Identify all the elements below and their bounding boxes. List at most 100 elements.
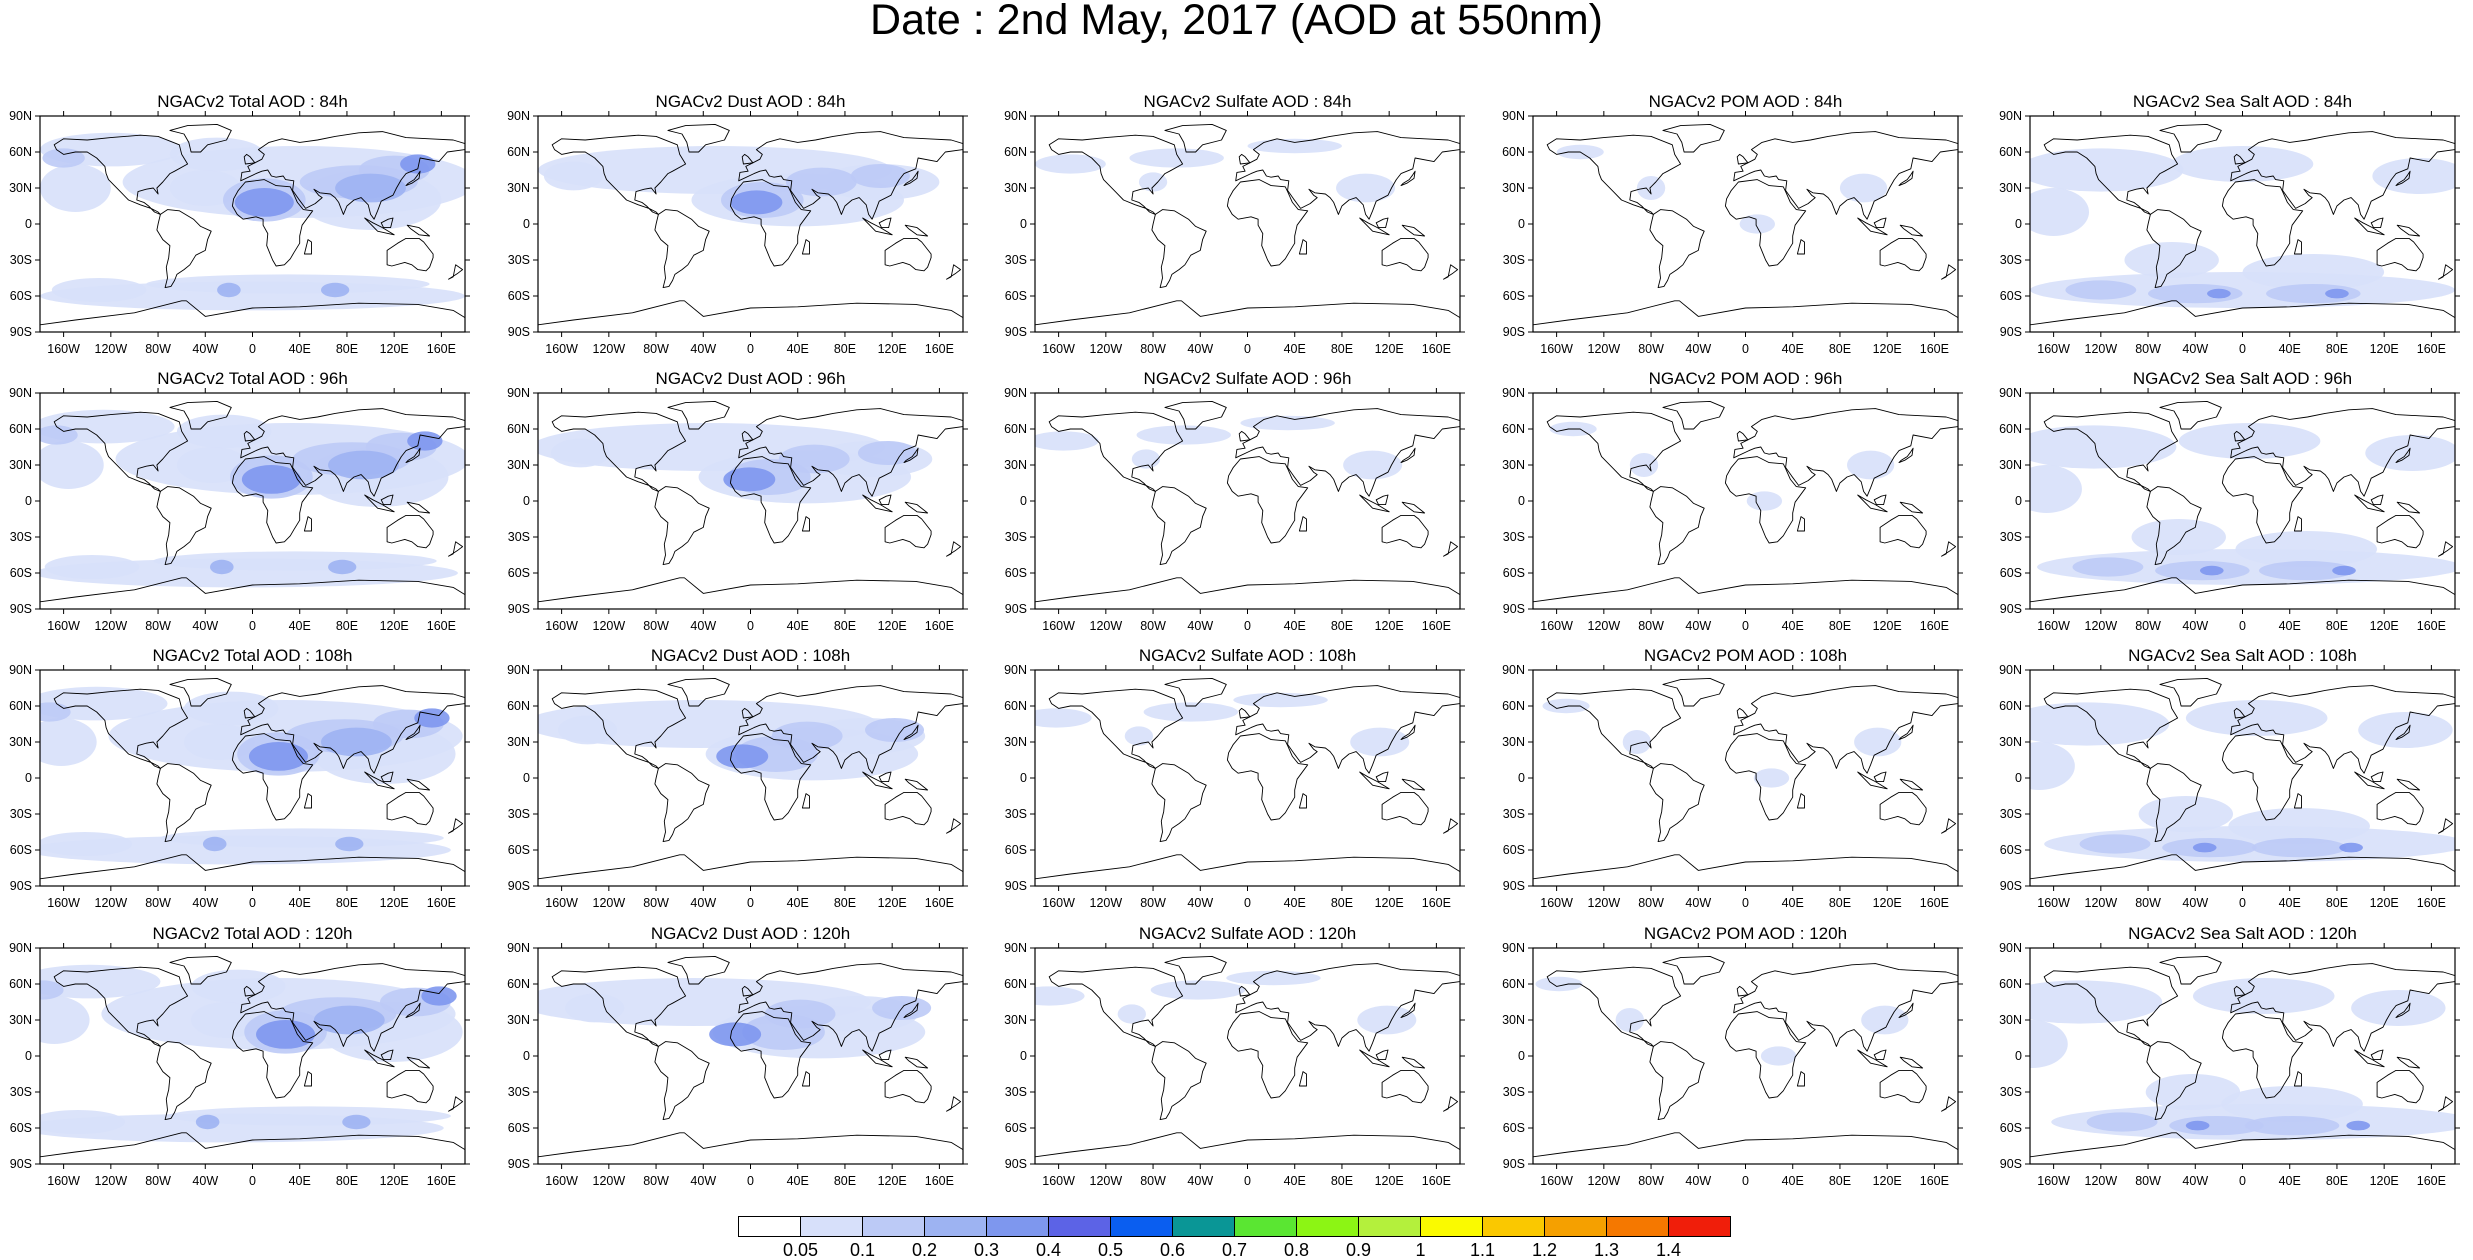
- coastline-uk: [1238, 430, 1251, 442]
- lon-tick-label: 40E: [1782, 1174, 1804, 1188]
- coastline-uk: [243, 153, 256, 165]
- lat-tick-label: 90N: [1502, 663, 1525, 677]
- lon-tick-label: 40W: [1685, 896, 1711, 910]
- aod-field: [1035, 955, 1460, 1164]
- coastline-nz: [448, 264, 464, 280]
- coastline-eurasia: [1733, 685, 1958, 774]
- aod-region: [313, 1005, 385, 1035]
- coastline-png: [406, 1056, 431, 1069]
- coastline-eurasia: [1235, 131, 1460, 220]
- lon-tick-label: 0: [2239, 1174, 2246, 1188]
- lat-tick-label: 0: [2015, 1049, 2022, 1063]
- coastline-australia: [2376, 514, 2424, 549]
- lat-tick-label: 30N: [1502, 458, 1525, 472]
- lon-tick-label: 80W: [1638, 896, 1664, 910]
- lat-tick-label: 30N: [9, 458, 32, 472]
- lat-tick-label: 60N: [1999, 699, 2022, 713]
- lat-tick-label: 30S: [2000, 530, 2022, 544]
- lon-tick-label: 160E: [1920, 619, 1949, 633]
- aod-region: [730, 190, 783, 215]
- coastline-greenland: [1164, 400, 1227, 430]
- aod-region: [1343, 450, 1403, 480]
- lon-tick-label: 120E: [380, 619, 409, 633]
- coastline-namerica: [1048, 966, 1184, 1047]
- coastline-japan: [1898, 170, 1914, 187]
- aod-region: [2192, 842, 2217, 853]
- aod-region: [210, 559, 234, 575]
- map-panel-total-0: NGACv2 Total AOD : 84h 90N 60N 30N 0 30S 60S 90…: [0, 90, 496, 362]
- aod-region: [1753, 768, 1790, 788]
- coastline-africa: [1724, 456, 1807, 544]
- aod-region: [40, 702, 71, 722]
- lat-tick-label: 30S: [10, 807, 32, 821]
- lon-tick-label: 40W: [2182, 896, 2208, 910]
- lon-tick-label: 40E: [1284, 1174, 1306, 1188]
- lat-tick-label: 90S: [2000, 602, 2022, 616]
- lon-tick-label: 80W: [643, 342, 669, 356]
- lat-tick-label: 0: [523, 771, 530, 785]
- coastline-greenland: [169, 955, 232, 985]
- colorbar-box: [986, 1216, 1049, 1237]
- map-panel-dust-3: NGACv2 Dust AOD : 120h 90N 60N 30N 0 30S 60S 90…: [498, 922, 994, 1194]
- aod-region: [40, 964, 161, 999]
- coastline-uk: [741, 985, 754, 997]
- colorbar-box: [1668, 1216, 1731, 1237]
- panel-title: NGACv2 Total AOD : 84h: [157, 92, 348, 111]
- lon-tick-label: 40W: [1187, 342, 1213, 356]
- coastline-nz: [1443, 818, 1459, 834]
- lon-tick-label: 40E: [1284, 342, 1306, 356]
- map-panel-pom-1: NGACv2 POM AOD : 96h 90N 60N 30N 0 30S 60S 90S 1…: [1493, 367, 1989, 639]
- lat-tick-label: 60S: [10, 289, 32, 303]
- lat-tick-label: 90S: [1005, 325, 1027, 339]
- aod-region: [2124, 242, 2219, 278]
- lat-tick-label: 90S: [1503, 879, 1525, 893]
- lat-tick-label: 90S: [2000, 325, 2022, 339]
- map-svg: NGACv2 POM AOD : 108h 90N 60N 30N 0 30S 60S 90S…: [1502, 646, 1963, 910]
- coastline-africa: [729, 179, 812, 267]
- coastline-indonesia: [1857, 1049, 1888, 1068]
- aod-region: [1542, 698, 1590, 714]
- coastline-greenland: [2159, 123, 2222, 153]
- lon-tick-label: 0: [249, 342, 256, 356]
- lat-tick-label: 90N: [1004, 663, 1027, 677]
- aod-region: [2358, 712, 2453, 748]
- lat-tick-label: 90N: [9, 663, 32, 677]
- coastline-africa: [1226, 456, 1309, 544]
- aod-region: [217, 282, 241, 298]
- coastline-namerica: [2043, 411, 2179, 492]
- colorbar-label: 0.1: [850, 1240, 875, 1258]
- lon-tick-label: 80W: [1638, 342, 1664, 356]
- aod-region: [40, 164, 111, 212]
- aod-region: [2351, 990, 2446, 1026]
- coastline-indonesia: [1359, 217, 1390, 236]
- lat-tick-label: 90S: [508, 325, 530, 339]
- coastline-uk: [741, 707, 754, 719]
- colorbar-box: [1358, 1216, 1421, 1237]
- coastline-nz: [1443, 1096, 1459, 1112]
- aod-field: [1035, 400, 1460, 609]
- lat-tick-label: 60S: [1005, 1121, 1027, 1135]
- lon-tick-label: 160E: [427, 619, 456, 633]
- lat-tick-label: 60S: [10, 1121, 32, 1135]
- coastline-samerica: [654, 209, 710, 289]
- lon-tick-label: 40W: [1685, 342, 1711, 356]
- coastline-uk: [1238, 985, 1251, 997]
- lon-tick-label: 40W: [192, 342, 218, 356]
- lon-tick-label: 160E: [2417, 1174, 2446, 1188]
- aod-region: [1839, 173, 1888, 203]
- colorbar-label: 1.4: [1656, 1240, 1681, 1258]
- aod-field: [2030, 677, 2455, 886]
- coastline-indonesia: [862, 217, 893, 236]
- aod-region: [1136, 425, 1231, 445]
- colorbar-label: 0.9: [1346, 1240, 1371, 1258]
- panel-title: NGACv2 Sea Salt AOD : 108h: [2128, 646, 2357, 665]
- colorbar-label: 0.7: [1222, 1240, 1247, 1258]
- coastline-madagascar: [1796, 239, 1805, 255]
- coastline-samerica: [1649, 1041, 1705, 1121]
- map-panel-total-2: NGACv2 Total AOD : 108h 90N 60N 30N 0 30S 60S 9…: [0, 644, 496, 916]
- lon-tick-label: 0: [1244, 1174, 1251, 1188]
- coastline-australia: [1381, 791, 1429, 826]
- aod-region: [1124, 726, 1154, 746]
- coastline-namerica: [1546, 688, 1682, 769]
- coastline-borneo: [878, 494, 892, 506]
